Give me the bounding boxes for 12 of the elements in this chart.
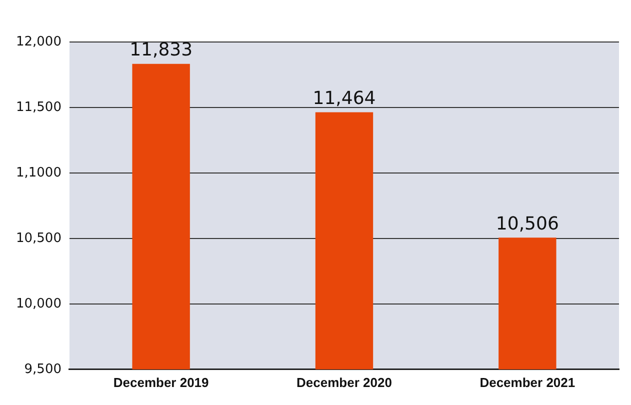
y-tick-label: 10,000 (16, 296, 62, 312)
x-tick-label: December 2020 (296, 374, 392, 390)
data-label: 10,506 (496, 213, 559, 234)
x-tick-label: December 2019 (113, 374, 209, 390)
y-tick-label: 12,000 (16, 34, 62, 50)
data-label: 11,464 (312, 88, 376, 109)
y-tick-label: 1,1000 (16, 165, 62, 180)
data-label: 11,833 (130, 40, 193, 61)
y-tick-label: 10,500 (16, 230, 62, 246)
y-tick-label: 9,500 (24, 362, 62, 377)
x-tick-label: December 2021 (480, 374, 576, 390)
y-tick-label: 11,500 (16, 100, 62, 115)
